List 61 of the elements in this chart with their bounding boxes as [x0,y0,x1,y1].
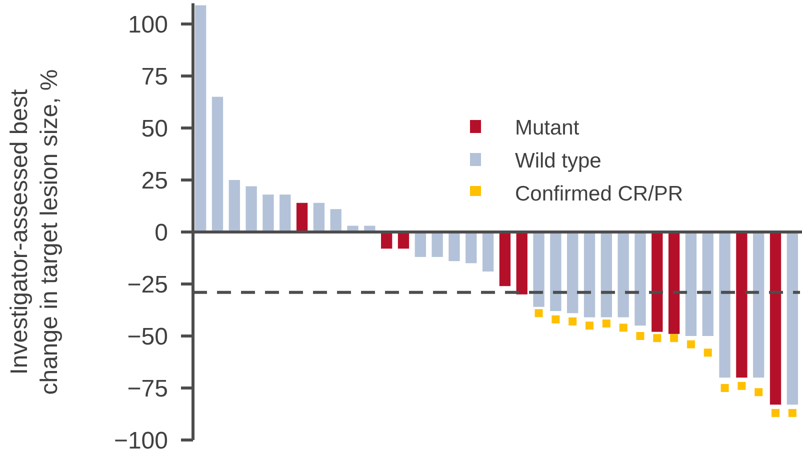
y-tick-label: 75 [141,63,168,90]
point [653,334,662,342]
point [602,320,610,328]
bar [786,232,798,405]
point [772,408,780,417]
bar [736,232,748,378]
bar [533,232,544,307]
bar [466,232,477,264]
y-tick-label: 100 [128,11,168,38]
bar [212,96,224,232]
bar [482,232,494,272]
point [704,348,712,357]
point [568,317,577,326]
bar [668,232,680,334]
legend-label: Wild type [515,149,602,172]
bar [280,194,291,232]
point [686,340,695,348]
bar [770,232,782,405]
bar [584,232,596,318]
legend-label: Confirmed CR/PR [515,182,684,206]
bar [262,194,274,232]
bar [432,232,443,257]
bar [448,232,460,262]
bar [246,186,257,232]
bar [685,232,697,336]
bar [330,209,342,232]
bar [296,202,308,232]
bar [313,202,325,232]
bar [600,232,612,318]
bar [550,232,562,312]
y-tick-label: 0 [154,219,168,246]
y-axis-title: Investigator-assessed best change in target lesion size, % [6,69,63,395]
point [788,408,796,417]
point [586,322,594,330]
bar [516,232,528,294]
point [552,315,560,324]
bar [652,232,663,332]
bar [499,232,511,286]
point [636,332,644,340]
point [754,388,763,396]
bar [195,5,206,232]
y-tick-label: −50 [127,323,168,350]
point [619,324,628,332]
y-tick-label: 50 [141,115,168,142]
point [670,334,678,342]
bar [753,232,764,378]
bar [702,232,714,336]
y-tick-label: −75 [127,375,168,402]
bar [228,180,240,232]
y-tick-label: 25 [141,167,168,194]
bar [618,232,629,318]
point [738,382,746,390]
bar [634,232,646,326]
bar [414,232,426,257]
y-tick-label: −25 [127,271,168,298]
legend-label: Mutant [515,116,580,140]
bar [567,232,578,314]
bar [719,232,730,378]
point [534,309,543,318]
y-tick-label: −100 [114,427,168,454]
point [720,384,729,392]
